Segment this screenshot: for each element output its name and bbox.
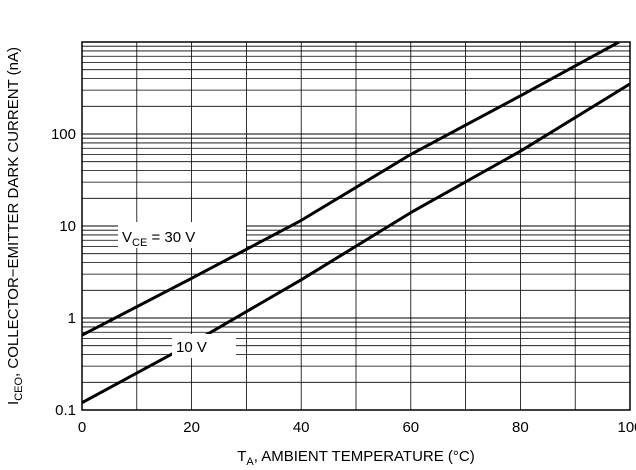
series-line-30v — [82, 42, 620, 337]
y-tick-label: 100 — [51, 126, 76, 143]
y-tick-label: 0.1 — [55, 402, 76, 419]
y-tick-label: 10 — [59, 218, 76, 235]
y-tick-label: 1 — [68, 310, 76, 327]
y-axis-title: ICEO, COLLECTOR−EMITTER DARK CURRENT (nA… — [5, 47, 25, 405]
x-tick-label: 100 — [617, 419, 636, 436]
annotation-background — [172, 334, 236, 358]
annotation-background — [118, 222, 246, 248]
x-tick-label: 0 — [78, 419, 86, 436]
chart-annotations: VCE = 30 V 10 V — [118, 222, 246, 358]
chart-labels: 0 20 40 60 80 100 0.1 1 10 100 — [51, 126, 636, 436]
x-tick-label: 40 — [293, 419, 310, 436]
plot-frame — [81, 41, 631, 411]
x-axis-title: TA, AMBIENT TEMPERATURE (°C) — [237, 448, 475, 468]
series-annotation: 10 V — [176, 339, 207, 356]
x-tick-label: 60 — [402, 419, 419, 436]
x-tick-label: 20 — [183, 419, 200, 436]
x-tick-label: 80 — [512, 419, 529, 436]
series-annotation: VCE = 30 V — [122, 229, 195, 249]
